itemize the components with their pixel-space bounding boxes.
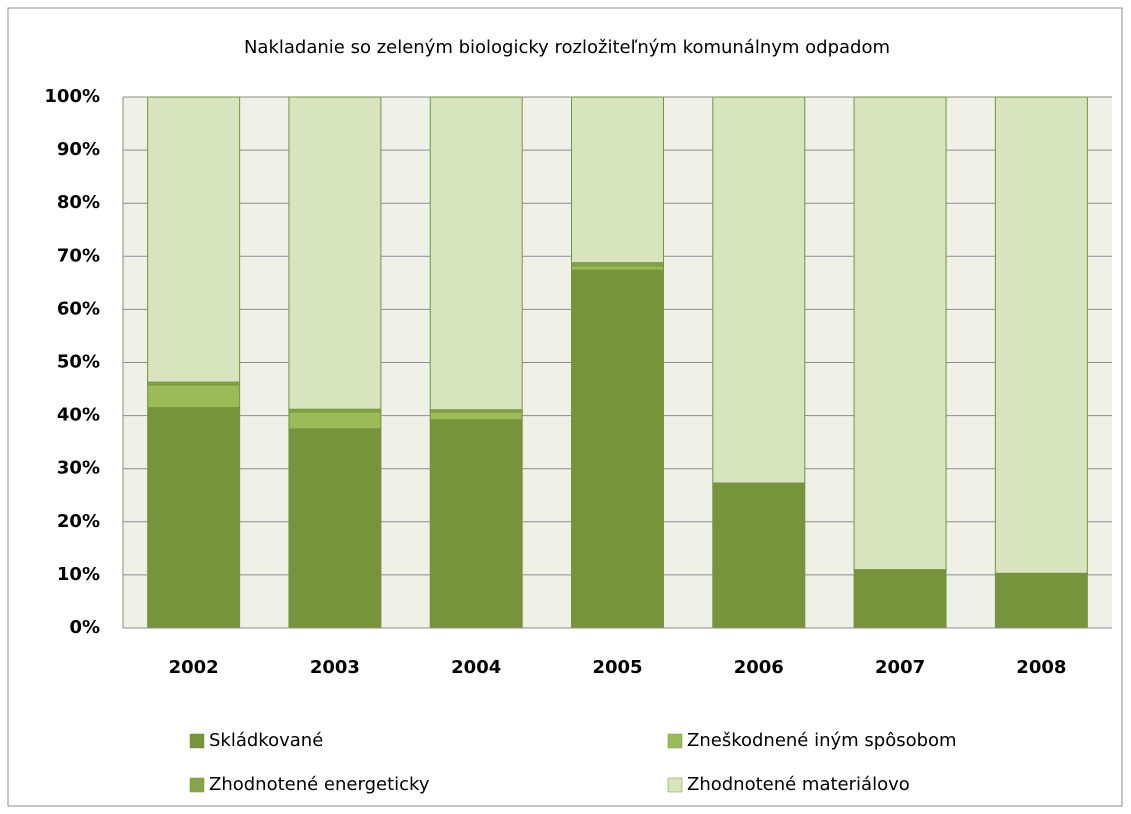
- x-tick-label: 2007: [875, 657, 925, 678]
- y-tick-label: 80%: [57, 192, 100, 213]
- bar-segment: [147, 407, 241, 629]
- legend-swatch: [667, 777, 683, 793]
- bar-segment: [853, 569, 947, 629]
- y-tick-label: 10%: [57, 564, 100, 585]
- legend-label: Skládkované: [209, 730, 323, 751]
- y-tick-label: 60%: [57, 298, 100, 319]
- legend-swatch: [667, 733, 683, 749]
- x-tick-label: 2003: [310, 657, 360, 678]
- bar-segment: [288, 411, 382, 430]
- x-tick-label: 2002: [169, 657, 219, 678]
- x-tick-label: 2005: [592, 657, 642, 678]
- bar-segment: [712, 482, 806, 629]
- y-tick-label: 40%: [57, 405, 100, 426]
- bar-segment: [571, 269, 664, 629]
- bar-segment: [147, 96, 241, 383]
- y-tick-label: 90%: [57, 139, 100, 160]
- x-tick-label: 2006: [734, 657, 784, 678]
- legend-label: Zhodnotené materiálovo: [687, 774, 910, 795]
- x-tick-label: 2004: [451, 657, 501, 678]
- y-tick-label: 70%: [57, 245, 100, 266]
- bar-segment: [853, 96, 947, 571]
- y-tick-label: 30%: [57, 458, 100, 479]
- bar-segment: [571, 96, 664, 264]
- x-tick-label: 2008: [1016, 657, 1066, 678]
- bar-segment: [429, 96, 523, 411]
- bar-segment: [994, 572, 1088, 629]
- bar-segment: [429, 419, 523, 629]
- y-tick-label: 50%: [57, 352, 100, 373]
- legend-label: Zneškodnené iným spôsobom: [687, 730, 957, 751]
- y-tick-label: 100%: [44, 86, 100, 107]
- legend-swatch: [189, 777, 205, 793]
- chart-title: Nakladanie so zeleným biologicky rozloži…: [244, 37, 890, 58]
- legend-swatch: [189, 733, 205, 749]
- bar-segment: [288, 96, 382, 410]
- bar-segment: [429, 411, 523, 421]
- bar-segment: [147, 384, 241, 409]
- legend-label: Zhodnotené energeticky: [209, 774, 430, 795]
- bar-segment: [994, 96, 1088, 574]
- bar-segment: [712, 96, 806, 484]
- y-tick-label: 0%: [69, 617, 100, 638]
- bar-segment: [571, 265, 664, 271]
- y-tick-label: 20%: [57, 511, 100, 532]
- bar-segment: [288, 428, 382, 629]
